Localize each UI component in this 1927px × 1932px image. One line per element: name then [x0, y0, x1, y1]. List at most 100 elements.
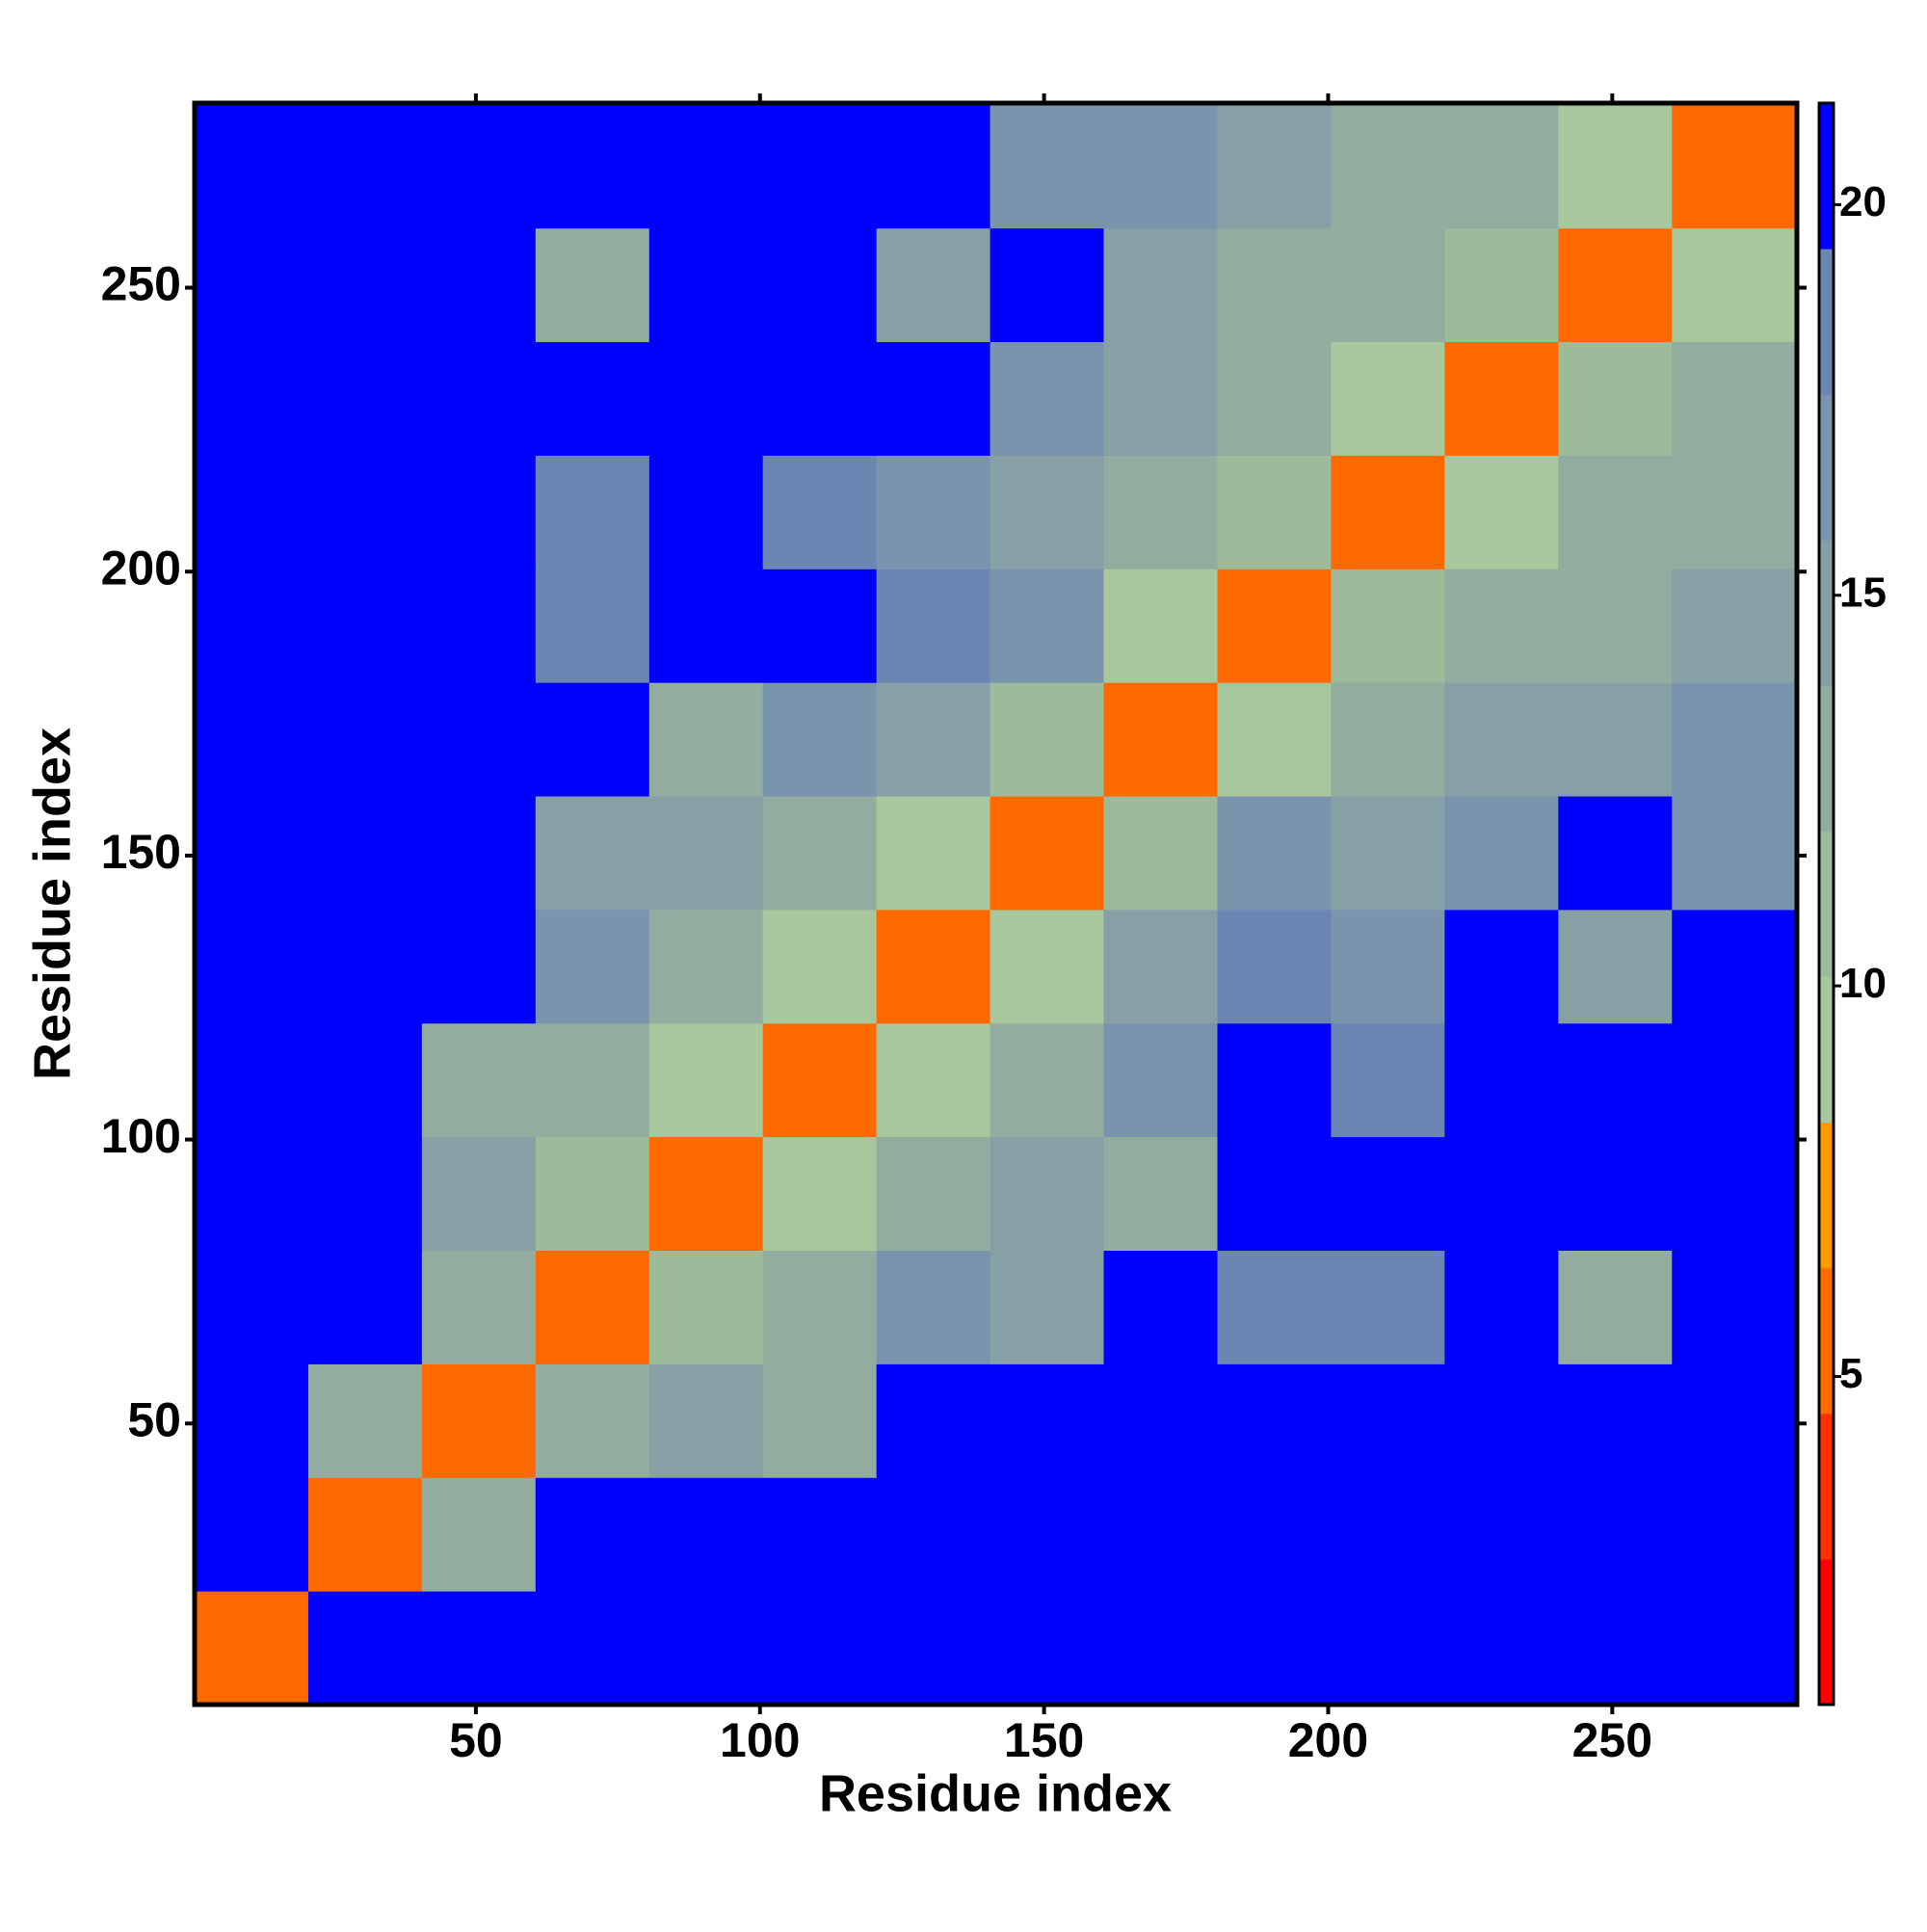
heatmap-cell — [1331, 796, 1445, 911]
colorbar-swatch — [1819, 831, 1834, 978]
heatmap-cell — [648, 1022, 764, 1138]
heatmap-cell — [990, 796, 1105, 911]
heatmap-cell — [535, 103, 650, 229]
heatmap-cell — [1217, 796, 1332, 911]
heatmap-cell — [648, 1136, 764, 1252]
heatmap-cell — [990, 1591, 1105, 1706]
heatmap-cell — [1217, 569, 1332, 683]
heatmap-cell — [1444, 1591, 1559, 1706]
heatmap-cell — [876, 1250, 991, 1364]
heatmap-cell — [648, 455, 764, 569]
colorbar-tick-label: 5 — [1839, 1350, 1862, 1397]
heatmap-cell — [1103, 1136, 1218, 1252]
heatmap-cell — [1103, 682, 1218, 797]
heatmap-cell — [195, 1477, 309, 1592]
heatmap-cell — [1217, 1022, 1332, 1138]
heatmap-cell — [535, 909, 650, 1024]
heatmap-cell — [1103, 227, 1218, 343]
heatmap-cell — [1103, 103, 1218, 229]
heatmap-cell — [1558, 455, 1673, 569]
heatmap-cell — [876, 1022, 991, 1138]
heatmap-cell — [762, 341, 878, 456]
heatmap-cell — [307, 1022, 423, 1138]
heatmap-cell — [876, 103, 991, 229]
heatmap-cell — [1444, 682, 1559, 797]
heatmap-cell — [762, 455, 878, 569]
heatmap-cell — [421, 455, 537, 569]
heatmap-cell — [1558, 341, 1673, 456]
heatmap-cell — [762, 569, 878, 683]
heatmap-cell — [1103, 1022, 1218, 1138]
x-tick-label: 50 — [449, 1713, 503, 1767]
heatmap-cell — [1217, 682, 1332, 797]
heatmap-cell — [195, 103, 309, 229]
heatmap-cell — [421, 1250, 537, 1364]
colorbar-swatch — [1819, 103, 1834, 250]
heatmap-cell — [1331, 227, 1445, 343]
heatmap-cell — [876, 227, 991, 343]
heatmap-cell — [762, 227, 878, 343]
heatmap-cell — [876, 1477, 991, 1592]
heatmap-cell — [195, 1250, 309, 1364]
heatmap-cell — [1331, 103, 1445, 229]
heatmap-cell — [1672, 103, 1798, 229]
heatmap-cell — [535, 1591, 650, 1706]
heatmap-cell — [1444, 909, 1559, 1024]
heatmap-cell — [1672, 796, 1798, 911]
heatmap-cell — [1558, 796, 1673, 911]
heatmap-cell — [195, 1022, 309, 1138]
heatmap-cell — [1103, 1591, 1218, 1706]
heatmap-cell — [648, 569, 764, 683]
x-tick-label: 100 — [720, 1713, 800, 1767]
y-axis-title: Residue index — [23, 728, 81, 1080]
heatmap-cell — [762, 1250, 878, 1364]
heatmap-cell — [1217, 1363, 1332, 1478]
y-tick-label: 150 — [101, 825, 181, 879]
heatmap-cell — [1331, 569, 1445, 683]
heatmap-cell — [421, 682, 537, 797]
heatmap-cell — [648, 909, 764, 1024]
heatmap-cell — [307, 1136, 423, 1252]
heatmap-cell — [1331, 1250, 1445, 1364]
heatmap-cell — [1444, 103, 1559, 229]
heatmap-cell — [421, 1022, 537, 1138]
heatmap-cell — [990, 569, 1105, 683]
colorbar-tick-label: 15 — [1839, 569, 1887, 616]
heatmap-cell — [1217, 1250, 1332, 1364]
x-tick-label: 250 — [1572, 1713, 1652, 1767]
heatmap-cell — [990, 682, 1105, 797]
heatmap-cell — [195, 455, 309, 569]
heatmap-cell — [535, 1136, 650, 1252]
heatmap-cell — [1331, 682, 1445, 797]
heatmap-cell — [1444, 1363, 1559, 1478]
heatmap-cell — [1558, 1022, 1673, 1138]
heatmap-cell — [762, 1136, 878, 1252]
heatmap-cell — [990, 1250, 1105, 1364]
heatmap-cell — [1217, 103, 1332, 229]
heatmap-cell — [1217, 1591, 1332, 1706]
heatmap-cell — [1331, 1136, 1445, 1252]
heatmap-cell — [648, 103, 764, 229]
heatmap-cell — [1558, 1477, 1673, 1592]
colorbar-swatch — [1819, 394, 1834, 541]
heatmap-cell — [421, 569, 537, 683]
colorbar-swatch — [1819, 1413, 1834, 1560]
heatmap-cell — [762, 796, 878, 911]
heatmap-cell — [535, 796, 650, 911]
heatmap-cell — [535, 682, 650, 797]
heatmap-cell — [1331, 1477, 1445, 1592]
colorbar-tick-label: 10 — [1839, 960, 1887, 1007]
heatmap-cell — [421, 103, 537, 229]
y-tick-label: 100 — [101, 1109, 181, 1163]
heatmap-cell — [1444, 1477, 1559, 1592]
heatmap — [195, 103, 1798, 1706]
heatmap-cell — [1217, 341, 1332, 456]
heatmap-cell — [307, 103, 423, 229]
heatmap-cell — [990, 455, 1105, 569]
heatmap-cell — [1103, 455, 1218, 569]
heatmap-cell — [307, 682, 423, 797]
heatmap-cell — [990, 1363, 1105, 1478]
x-tick-label: 200 — [1288, 1713, 1368, 1767]
